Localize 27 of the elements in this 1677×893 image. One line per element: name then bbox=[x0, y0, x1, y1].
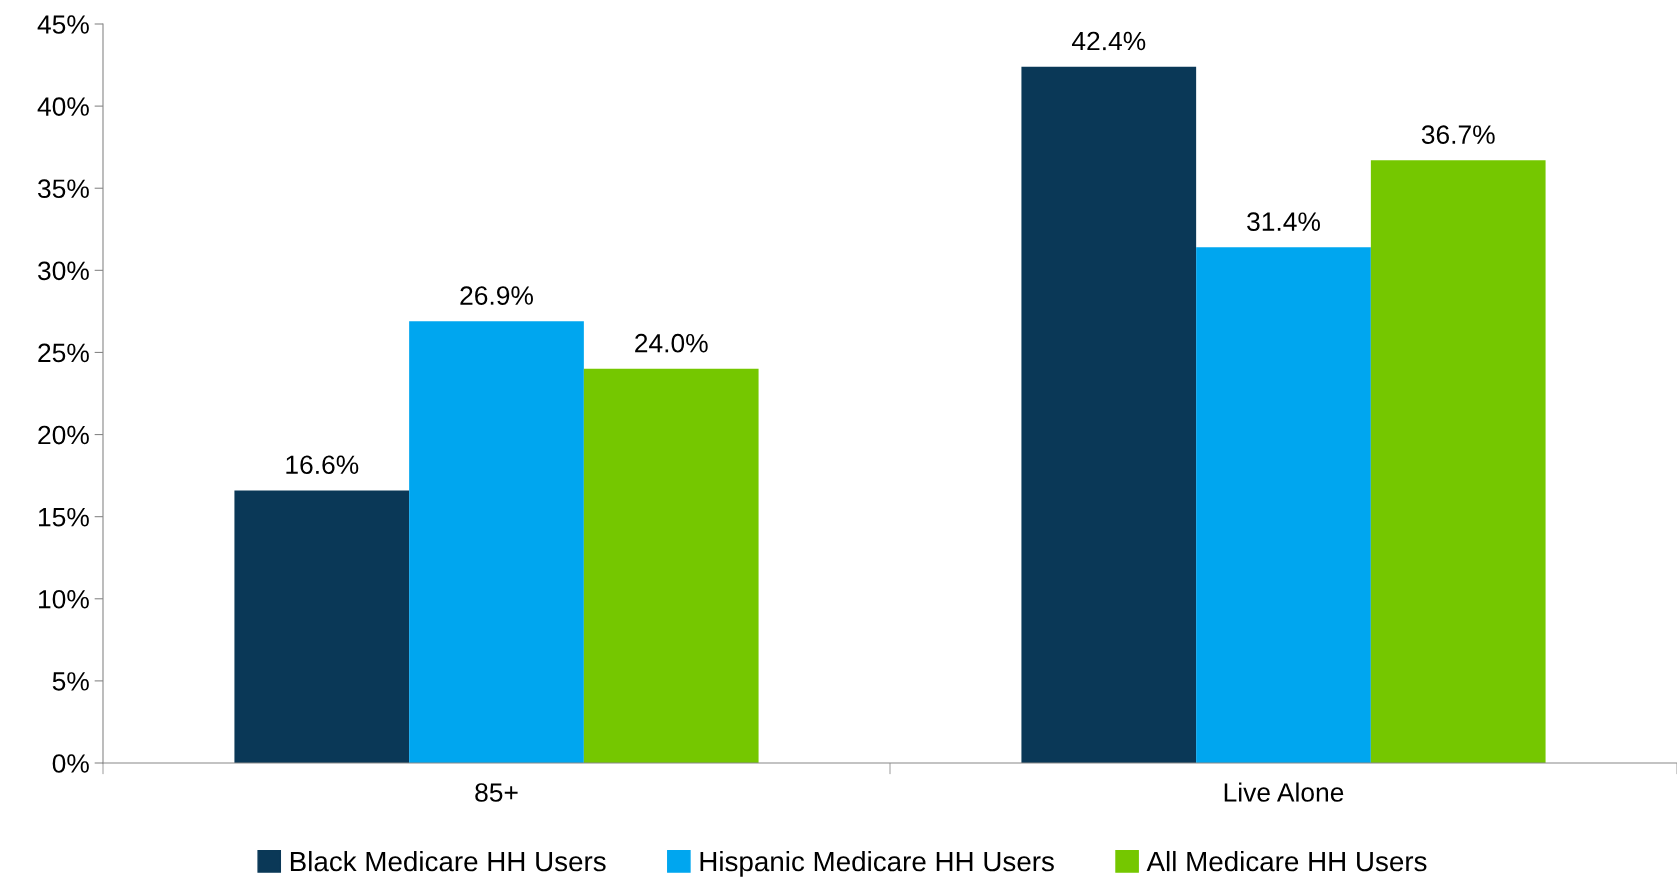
y-tick-label: 30% bbox=[38, 261, 89, 281]
y-tick-label: 25% bbox=[38, 343, 89, 363]
x-tick-label: Live Alone bbox=[1224, 782, 1344, 802]
y-tick-label: 35% bbox=[38, 179, 89, 199]
bar bbox=[409, 321, 584, 763]
x-tick-label: 85+ bbox=[475, 783, 518, 802]
legend-label: Black Medicare HH Users bbox=[290, 850, 606, 872]
y-tick-label: 40% bbox=[37, 97, 89, 116]
y-tick-label: 20% bbox=[38, 425, 89, 445]
y-tick-label: 5% bbox=[52, 672, 89, 691]
data-label: 31.4% bbox=[1247, 212, 1320, 232]
bar bbox=[1196, 247, 1371, 763]
bar bbox=[1370, 160, 1546, 763]
data-label: 26.9% bbox=[460, 286, 533, 305]
data-label: 24.0% bbox=[635, 333, 708, 353]
y-tick-label: 15% bbox=[39, 507, 89, 527]
legend-label: All Medicare HH Users bbox=[1146, 850, 1427, 872]
bar bbox=[234, 490, 410, 763]
data-label: 36.7% bbox=[1421, 125, 1495, 144]
data-label: 16.6% bbox=[286, 455, 359, 475]
data-label: 42.4% bbox=[1071, 31, 1146, 51]
legend-label: Hispanic Medicare HH Users bbox=[700, 850, 1054, 877]
bar bbox=[1021, 66, 1197, 763]
y-tick-label: 10% bbox=[39, 589, 89, 609]
y-tick-label: 0% bbox=[52, 754, 89, 773]
y-tick-label: 45% bbox=[37, 15, 89, 34]
bar bbox=[583, 368, 759, 763]
